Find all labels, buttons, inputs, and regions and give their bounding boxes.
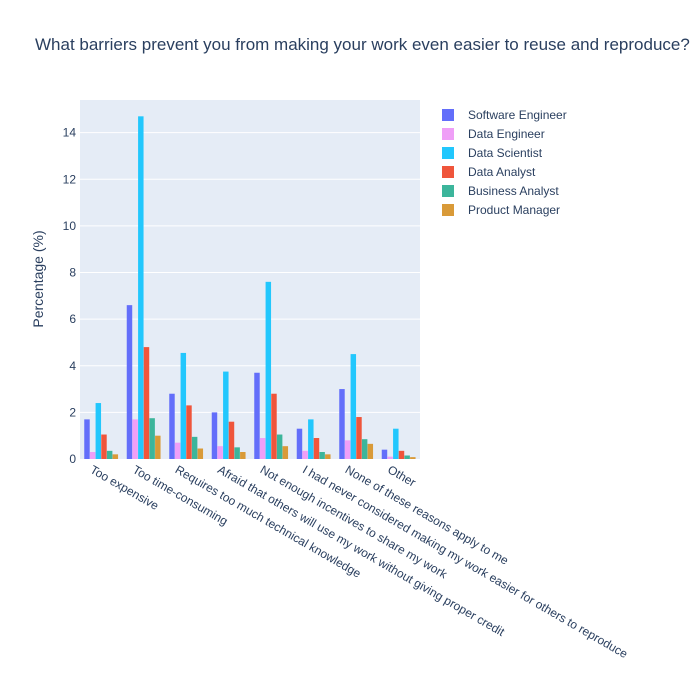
legend[interactable]: Software Engineer Data Engineer Data Scien… xyxy=(442,108,567,217)
bar-business-analyst[interactable] xyxy=(106,450,113,459)
bar-software-engineer[interactable] xyxy=(211,412,218,459)
legend-swatch xyxy=(442,128,454,140)
bar-data-scientist[interactable] xyxy=(350,354,357,459)
bar-data-scientist[interactable] xyxy=(223,371,229,459)
legend-label: Software Engineer xyxy=(468,108,567,122)
bar-data-analyst[interactable] xyxy=(398,450,405,459)
bar-business-analyst[interactable] xyxy=(234,447,240,459)
legend-label: Product Manager xyxy=(468,203,560,217)
y-tick-label: 14 xyxy=(63,126,77,140)
bar-product-manager[interactable] xyxy=(410,457,416,459)
bar-data-analyst[interactable] xyxy=(186,405,192,459)
bar-data-analyst[interactable] xyxy=(313,438,320,459)
bar-data-engineer[interactable] xyxy=(217,446,223,459)
bar-data-scientist[interactable] xyxy=(265,281,272,459)
bar-product-manager[interactable] xyxy=(112,454,119,459)
bar-software-engineer[interactable] xyxy=(169,393,175,459)
bar-business-analyst[interactable] xyxy=(191,436,198,459)
bar-software-engineer[interactable] xyxy=(339,389,345,459)
bar-data-engineer[interactable] xyxy=(259,438,266,459)
legend-label: Data Engineer xyxy=(468,127,545,141)
y-tick-label: 6 xyxy=(69,312,76,326)
legend-swatch xyxy=(442,185,454,197)
chart-title: What barriers prevent you from making yo… xyxy=(35,35,690,54)
y-axis-title: Percentage (%) xyxy=(30,230,46,327)
bar-data-engineer[interactable] xyxy=(302,450,308,459)
bar-business-analyst[interactable] xyxy=(404,455,410,459)
bar-software-engineer[interactable] xyxy=(84,419,90,459)
y-tick-label: 4 xyxy=(69,359,76,373)
bar-data-analyst[interactable] xyxy=(101,434,107,459)
plot-area xyxy=(80,100,420,459)
y-tick-label: 0 xyxy=(69,452,76,466)
y-tick-label: 2 xyxy=(69,405,76,419)
bar-data-analyst[interactable] xyxy=(356,417,362,459)
legend-label: Data Scientist xyxy=(468,146,543,160)
legend-item[interactable]: Data Engineer xyxy=(442,127,545,141)
bar-business-analyst[interactable] xyxy=(276,434,283,459)
bar-software-engineer[interactable] xyxy=(254,372,260,459)
legend-item[interactable]: Data Scientist xyxy=(442,146,543,160)
bar-business-analyst[interactable] xyxy=(149,418,155,459)
bar-data-analyst[interactable] xyxy=(228,421,235,459)
bar-data-scientist[interactable] xyxy=(138,116,144,460)
legend-item[interactable]: Product Manager xyxy=(442,203,560,217)
legend-item[interactable]: Business Analyst xyxy=(442,184,559,198)
bar-data-scientist[interactable] xyxy=(393,428,399,459)
bar-business-analyst[interactable] xyxy=(319,452,325,459)
bar-data-analyst[interactable] xyxy=(271,393,277,459)
bar-product-manager[interactable] xyxy=(282,446,289,459)
x-tick-label: Afraid that others will use my work with… xyxy=(215,462,507,639)
legend-swatch xyxy=(442,204,454,216)
y-tick-label: 8 xyxy=(69,266,76,280)
bar-data-scientist[interactable] xyxy=(308,419,314,459)
bar-software-engineer[interactable] xyxy=(296,428,303,459)
bar-data-engineer[interactable] xyxy=(387,456,393,459)
bar-product-manager[interactable] xyxy=(367,443,374,459)
legend-item[interactable]: Software Engineer xyxy=(442,108,567,122)
bar-product-manager[interactable] xyxy=(325,454,331,459)
bar-data-scientist[interactable] xyxy=(180,352,187,459)
grid xyxy=(80,132,420,413)
legend-label: Data Analyst xyxy=(468,165,536,179)
bar-data-engineer[interactable] xyxy=(344,440,351,459)
bar-data-analyst[interactable] xyxy=(143,347,150,459)
legend-swatch xyxy=(442,147,454,159)
legend-item[interactable]: Data Analyst xyxy=(442,165,536,179)
bar-product-manager[interactable] xyxy=(240,452,246,459)
y-tick-label: 10 xyxy=(63,219,77,233)
bar-data-engineer[interactable] xyxy=(132,419,138,459)
legend-swatch xyxy=(442,166,454,178)
bars xyxy=(84,116,416,460)
bar-data-engineer[interactable] xyxy=(89,452,96,459)
bar-software-engineer[interactable] xyxy=(126,305,133,459)
bar-business-analyst[interactable] xyxy=(361,439,368,459)
bar-data-engineer[interactable] xyxy=(174,442,181,459)
bar-product-manager[interactable] xyxy=(197,448,204,459)
bar-data-scientist[interactable] xyxy=(95,403,102,459)
y-tick-label: 12 xyxy=(63,172,77,186)
bar-software-engineer[interactable] xyxy=(381,449,388,459)
legend-swatch xyxy=(442,109,454,121)
y-axis-ticks: 0 2 4 6 8 10 12 14 xyxy=(63,126,77,466)
legend-label: Business Analyst xyxy=(468,184,559,198)
bar-product-manager[interactable] xyxy=(155,435,161,459)
